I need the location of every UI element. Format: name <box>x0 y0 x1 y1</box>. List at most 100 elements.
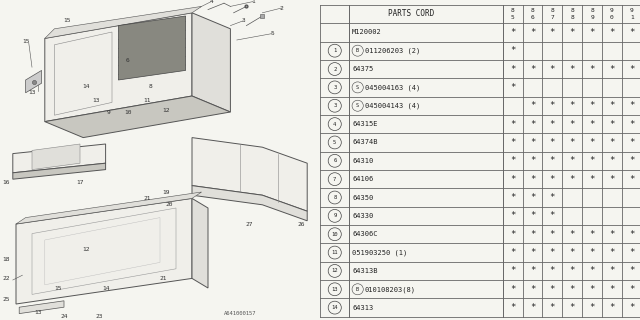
Text: 4: 4 <box>333 122 337 127</box>
Text: *: * <box>629 303 634 312</box>
Text: 8: 8 <box>590 8 594 13</box>
Text: *: * <box>550 65 555 74</box>
Text: *: * <box>589 175 595 184</box>
Text: 3: 3 <box>333 85 337 90</box>
Polygon shape <box>45 13 192 122</box>
Text: 3: 3 <box>333 103 337 108</box>
Text: 12: 12 <box>83 247 90 252</box>
Text: *: * <box>570 101 575 110</box>
Text: 12: 12 <box>332 268 338 273</box>
Text: 6: 6 <box>126 58 130 63</box>
Text: *: * <box>530 65 535 74</box>
Polygon shape <box>118 16 186 80</box>
Text: *: * <box>530 248 535 257</box>
Text: *: * <box>570 248 575 257</box>
Text: 26: 26 <box>297 221 305 227</box>
Text: *: * <box>550 248 555 257</box>
Text: *: * <box>550 285 555 294</box>
Text: 15: 15 <box>63 18 71 23</box>
Text: *: * <box>510 230 515 239</box>
Text: 14: 14 <box>83 84 90 89</box>
Text: *: * <box>550 175 555 184</box>
Text: *: * <box>530 101 535 110</box>
Text: 9: 9 <box>590 15 594 20</box>
Text: *: * <box>589 156 595 165</box>
Text: *: * <box>530 28 535 37</box>
Text: 5: 5 <box>270 31 274 36</box>
Text: *: * <box>589 101 595 110</box>
Text: 9: 9 <box>610 8 614 13</box>
Text: *: * <box>629 267 634 276</box>
Text: *: * <box>629 120 634 129</box>
Text: *: * <box>609 230 614 239</box>
Text: 7: 7 <box>333 177 337 182</box>
Text: 64315E: 64315E <box>352 121 378 127</box>
Text: S: S <box>356 85 359 90</box>
Text: *: * <box>570 230 575 239</box>
Text: *: * <box>510 83 515 92</box>
Text: *: * <box>550 303 555 312</box>
Text: 15: 15 <box>54 285 61 291</box>
Text: *: * <box>530 267 535 276</box>
Text: *: * <box>530 175 535 184</box>
Text: *: * <box>510 138 515 147</box>
Text: 6: 6 <box>333 158 337 163</box>
Text: *: * <box>589 267 595 276</box>
Text: *: * <box>570 120 575 129</box>
Text: *: * <box>550 230 555 239</box>
Text: 13: 13 <box>332 287 338 292</box>
Text: *: * <box>609 28 614 37</box>
Text: 1: 1 <box>333 48 337 53</box>
Text: 9: 9 <box>630 8 634 13</box>
Text: *: * <box>510 267 515 276</box>
Text: *: * <box>609 175 614 184</box>
Text: *: * <box>510 65 515 74</box>
Text: 64306C: 64306C <box>352 231 378 237</box>
Text: 8: 8 <box>333 195 337 200</box>
Text: *: * <box>589 120 595 129</box>
Polygon shape <box>192 13 230 112</box>
Text: *: * <box>570 303 575 312</box>
Text: 2: 2 <box>280 5 284 11</box>
Text: *: * <box>530 138 535 147</box>
Text: *: * <box>629 175 634 184</box>
Text: *: * <box>530 120 535 129</box>
Text: *: * <box>510 46 515 55</box>
Text: *: * <box>510 211 515 220</box>
Text: 13: 13 <box>35 310 42 315</box>
Polygon shape <box>19 301 64 314</box>
Polygon shape <box>192 186 307 221</box>
Text: 17: 17 <box>76 180 84 185</box>
Text: *: * <box>550 156 555 165</box>
Text: *: * <box>629 28 634 37</box>
Text: *: * <box>609 267 614 276</box>
Text: *: * <box>510 120 515 129</box>
Text: 64374B: 64374B <box>352 140 378 146</box>
Text: *: * <box>510 175 515 184</box>
Text: *: * <box>550 28 555 37</box>
Text: 011206203 (2): 011206203 (2) <box>365 47 420 54</box>
Text: 64313: 64313 <box>352 305 373 311</box>
Text: *: * <box>510 285 515 294</box>
Text: 18: 18 <box>3 257 10 262</box>
Text: *: * <box>609 138 614 147</box>
Text: 14: 14 <box>102 285 109 291</box>
Text: 5: 5 <box>333 140 337 145</box>
Text: 10: 10 <box>124 109 132 115</box>
Text: *: * <box>510 193 515 202</box>
Polygon shape <box>16 192 202 224</box>
Text: *: * <box>530 193 535 202</box>
Text: 8: 8 <box>531 8 534 13</box>
Text: *: * <box>530 230 535 239</box>
Text: *: * <box>609 303 614 312</box>
Polygon shape <box>13 144 106 173</box>
Text: *: * <box>609 101 614 110</box>
Text: *: * <box>550 211 555 220</box>
Polygon shape <box>26 70 42 93</box>
Text: *: * <box>570 267 575 276</box>
Text: 6: 6 <box>531 15 534 20</box>
Text: *: * <box>570 138 575 147</box>
Text: *: * <box>609 65 614 74</box>
Text: 010108203(8): 010108203(8) <box>365 286 416 292</box>
Text: PARTS CORD: PARTS CORD <box>388 10 435 19</box>
